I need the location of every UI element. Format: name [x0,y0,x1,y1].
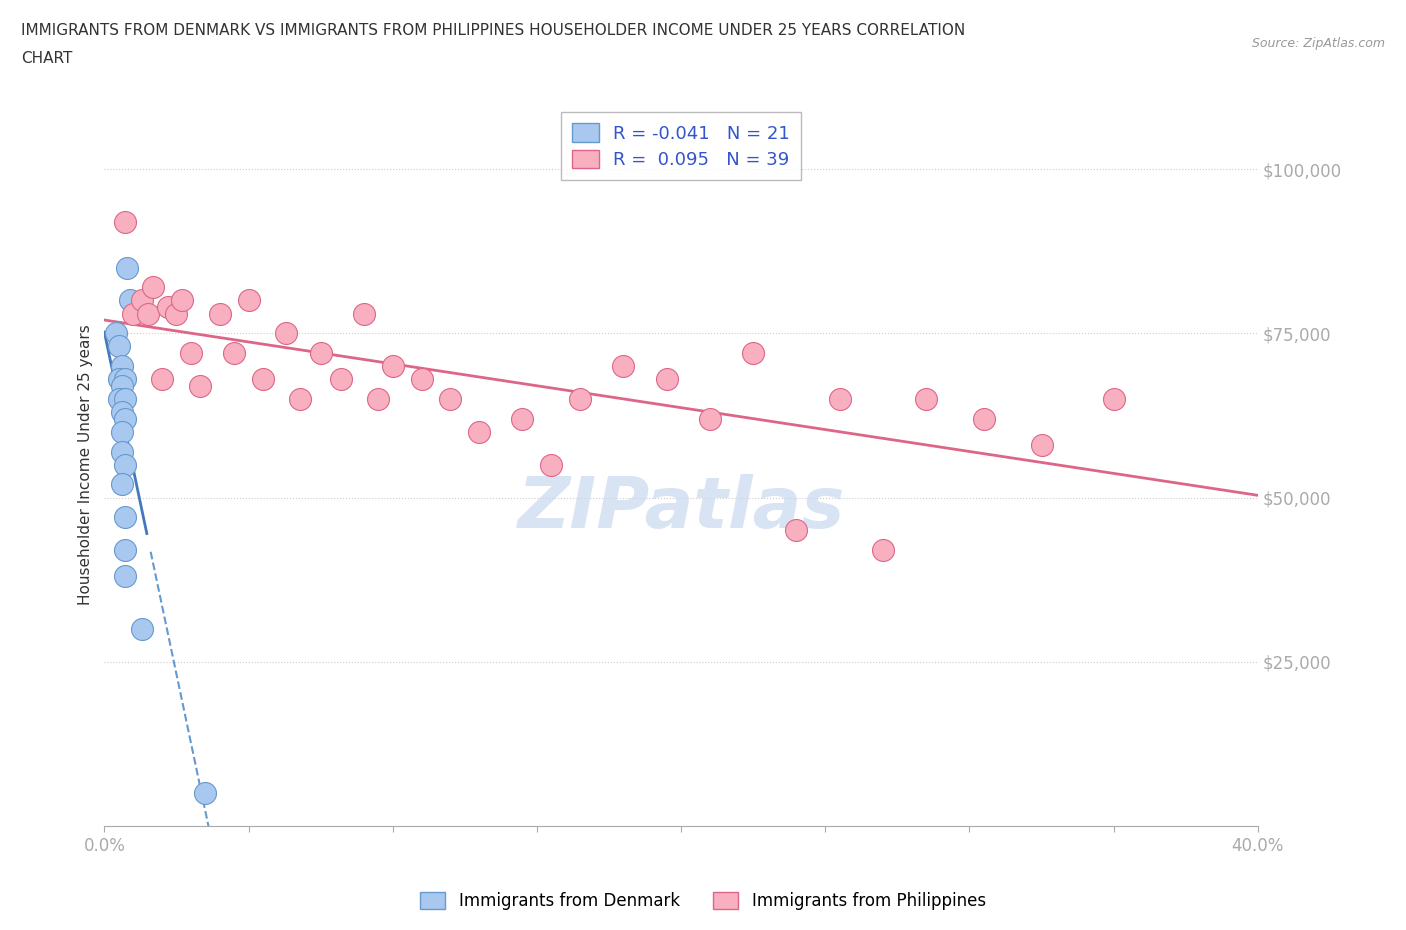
Point [468,424,491,439]
Point [872,543,894,558]
Point [290,392,312,406]
Point [150,372,173,387]
Point [381,359,404,374]
Text: CHART: CHART [21,51,73,66]
Point [411,372,433,387]
Point [569,392,592,406]
Point [114,569,136,584]
Point [188,379,211,393]
Point [329,372,352,387]
Text: IMMIGRANTS FROM DENMARK VS IMMIGRANTS FROM PHILIPPINES HOUSEHOLDER INCOME UNDER : IMMIGRANTS FROM DENMARK VS IMMIGRANTS FR… [21,23,966,38]
Point [439,392,461,406]
Point [111,405,134,419]
Point [111,424,134,439]
Point [111,445,134,459]
Point [114,411,136,426]
Text: ZIPatlas: ZIPatlas [517,473,845,542]
Point [136,306,159,321]
Point [117,260,139,275]
Point [104,326,127,340]
Point [142,280,165,295]
Point [655,372,678,387]
Point [274,326,297,340]
Point [122,306,145,321]
Point [120,293,142,308]
Point [238,293,260,308]
Point [224,346,246,361]
Point [612,359,634,374]
Point [111,379,134,393]
Point [166,306,188,321]
Point [156,299,179,314]
Point [131,621,153,636]
Point [180,346,202,361]
Point [172,293,194,308]
Point [111,477,134,492]
Point [114,214,136,229]
Point [114,372,136,387]
Point [1031,438,1053,453]
Point [107,372,129,387]
Point [540,458,562,472]
Point [828,392,851,406]
Point [252,372,274,387]
Point [114,510,136,525]
Point [973,411,995,426]
Point [111,359,134,374]
Point [114,543,136,558]
Point [353,306,375,321]
Point [785,523,807,538]
Point [208,306,231,321]
Y-axis label: Householder Income Under 25 years: Householder Income Under 25 years [79,325,93,605]
Point [194,786,217,801]
Point [131,293,153,308]
Point [1102,392,1125,406]
Point [699,411,721,426]
Point [114,392,136,406]
Point [512,411,534,426]
Point [107,392,129,406]
Text: Source: ZipAtlas.com: Source: ZipAtlas.com [1251,37,1385,50]
Point [367,392,389,406]
Point [309,346,332,361]
Point [107,339,129,354]
Legend: R = -0.041   N = 21, R =  0.095   N = 39: R = -0.041 N = 21, R = 0.095 N = 39 [561,113,801,180]
Point [915,392,938,406]
Point [742,346,765,361]
Legend: Immigrants from Denmark, Immigrants from Philippines: Immigrants from Denmark, Immigrants from… [413,885,993,917]
Point [114,458,136,472]
